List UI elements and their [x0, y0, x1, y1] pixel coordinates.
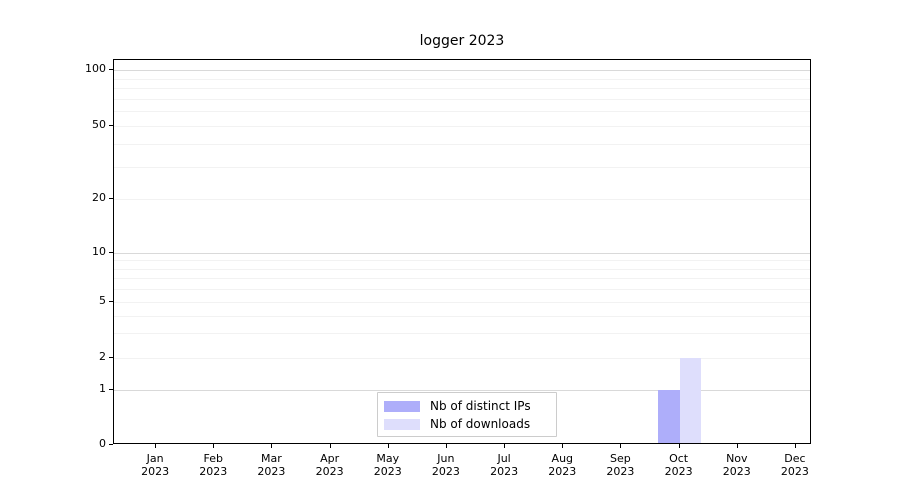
- x-tick-mark: [271, 444, 273, 448]
- legend-label-downloads: Nb of downloads: [430, 417, 531, 431]
- gridline: [114, 253, 810, 254]
- x-tick-month: Mar: [261, 452, 282, 465]
- x-tick-mark: [678, 444, 680, 448]
- legend-item[interactable]: Nb of downloads: [384, 415, 550, 433]
- x-tick-label: Jun 2023: [416, 452, 476, 478]
- x-tick-year: 2023: [606, 465, 635, 478]
- x-tick-month: Apr: [320, 452, 340, 465]
- x-tick-year: 2023: [722, 465, 751, 478]
- plot-area: [113, 59, 811, 444]
- gridline: [114, 315, 810, 317]
- bar-downloads: [679, 358, 702, 443]
- x-tick-month: Dec: [784, 452, 806, 465]
- legend-swatch-downloads: [384, 418, 420, 430]
- x-tick-year: 2023: [490, 465, 519, 478]
- legend-swatch-distinct-ips: [384, 400, 420, 412]
- gridline: [114, 166, 810, 168]
- x-tick-year: 2023: [141, 465, 170, 478]
- y-tick-label: 20: [92, 191, 106, 204]
- x-tick-year: 2023: [664, 465, 693, 478]
- x-tick-label: Jan 2023: [125, 452, 185, 478]
- x-tick-mark: [794, 444, 796, 448]
- x-tick-month: May: [376, 452, 400, 465]
- x-tick-mark: [736, 444, 738, 448]
- x-tick-mark: [445, 444, 447, 448]
- y-tick-mark: [109, 444, 113, 446]
- x-tick-month: Jul: [497, 452, 511, 465]
- y-tick-label: 50: [92, 118, 106, 131]
- gridline: [114, 358, 810, 359]
- gridline: [114, 268, 810, 270]
- x-tick-year: 2023: [780, 465, 809, 478]
- x-tick-month: Aug: [551, 452, 574, 465]
- x-tick-mark: [562, 444, 564, 448]
- y-tick-label: 5: [99, 294, 106, 307]
- x-tick-month: Feb: [203, 452, 224, 465]
- x-tick-label: Dec 2023: [765, 452, 825, 478]
- y-tick-mark: [109, 198, 113, 200]
- legend-item[interactable]: Nb of distinct IPs: [384, 397, 550, 415]
- y-tick-label: 1: [99, 382, 106, 395]
- x-tick-year: 2023: [257, 465, 286, 478]
- x-tick-year: 2023: [315, 465, 344, 478]
- gridline: [114, 260, 810, 262]
- gridline: [114, 390, 810, 391]
- x-tick-month: Nov: [726, 452, 748, 465]
- bar-distinct-ips: [658, 390, 680, 443]
- gridline: [114, 98, 810, 100]
- y-tick-label: 100: [85, 62, 106, 75]
- gridline: [114, 278, 810, 280]
- x-tick-mark: [329, 444, 331, 448]
- gridline: [114, 111, 810, 113]
- x-tick-label: Jul 2023: [474, 452, 534, 478]
- x-tick-label: Mar 2023: [241, 452, 301, 478]
- gridline: [114, 88, 810, 89]
- x-tick-mark: [387, 444, 389, 448]
- y-tick-mark: [109, 301, 113, 303]
- x-tick-month: Sep: [610, 452, 631, 465]
- y-tick-mark: [109, 125, 113, 127]
- gridline: [114, 333, 810, 335]
- y-tick-mark: [109, 389, 113, 391]
- x-tick-label: Apr 2023: [300, 452, 360, 478]
- y-tick-label: 10: [92, 245, 106, 258]
- x-tick-label: Aug 2023: [532, 452, 592, 478]
- x-tick-year: 2023: [373, 465, 402, 478]
- x-tick-label: Nov 2023: [707, 452, 767, 478]
- x-tick-mark: [504, 444, 506, 448]
- gridline: [114, 289, 810, 291]
- x-tick-year: 2023: [431, 465, 460, 478]
- gridline: [114, 78, 810, 80]
- legend-label-distinct-ips: Nb of distinct IPs: [430, 399, 531, 413]
- x-tick-mark: [213, 444, 215, 448]
- x-tick-label: May 2023: [358, 452, 418, 478]
- y-tick-mark: [109, 252, 113, 254]
- x-tick-year: 2023: [548, 465, 577, 478]
- gridline: [114, 126, 810, 127]
- x-tick-month: Oct: [669, 452, 689, 465]
- gridline: [114, 70, 810, 71]
- y-tick-label: 2: [99, 350, 106, 363]
- y-tick-label: 0: [99, 437, 106, 450]
- x-tick-month: Jun: [437, 452, 455, 465]
- x-tick-label: Sep 2023: [590, 452, 650, 478]
- gridline: [114, 302, 810, 303]
- x-tick-mark: [155, 444, 157, 448]
- x-tick-year: 2023: [199, 465, 228, 478]
- y-tick-mark: [109, 69, 113, 71]
- y-tick-mark: [109, 357, 113, 359]
- gridline: [114, 143, 810, 145]
- x-tick-mark: [620, 444, 622, 448]
- page-title: logger 2023: [419, 33, 505, 49]
- gridline: [114, 199, 810, 200]
- x-tick-label: Feb 2023: [183, 452, 243, 478]
- x-tick-label: Oct 2023: [649, 452, 709, 478]
- chart-legend: Nb of distinct IPs Nb of downloads: [377, 392, 557, 437]
- x-tick-month: Jan: [146, 452, 164, 465]
